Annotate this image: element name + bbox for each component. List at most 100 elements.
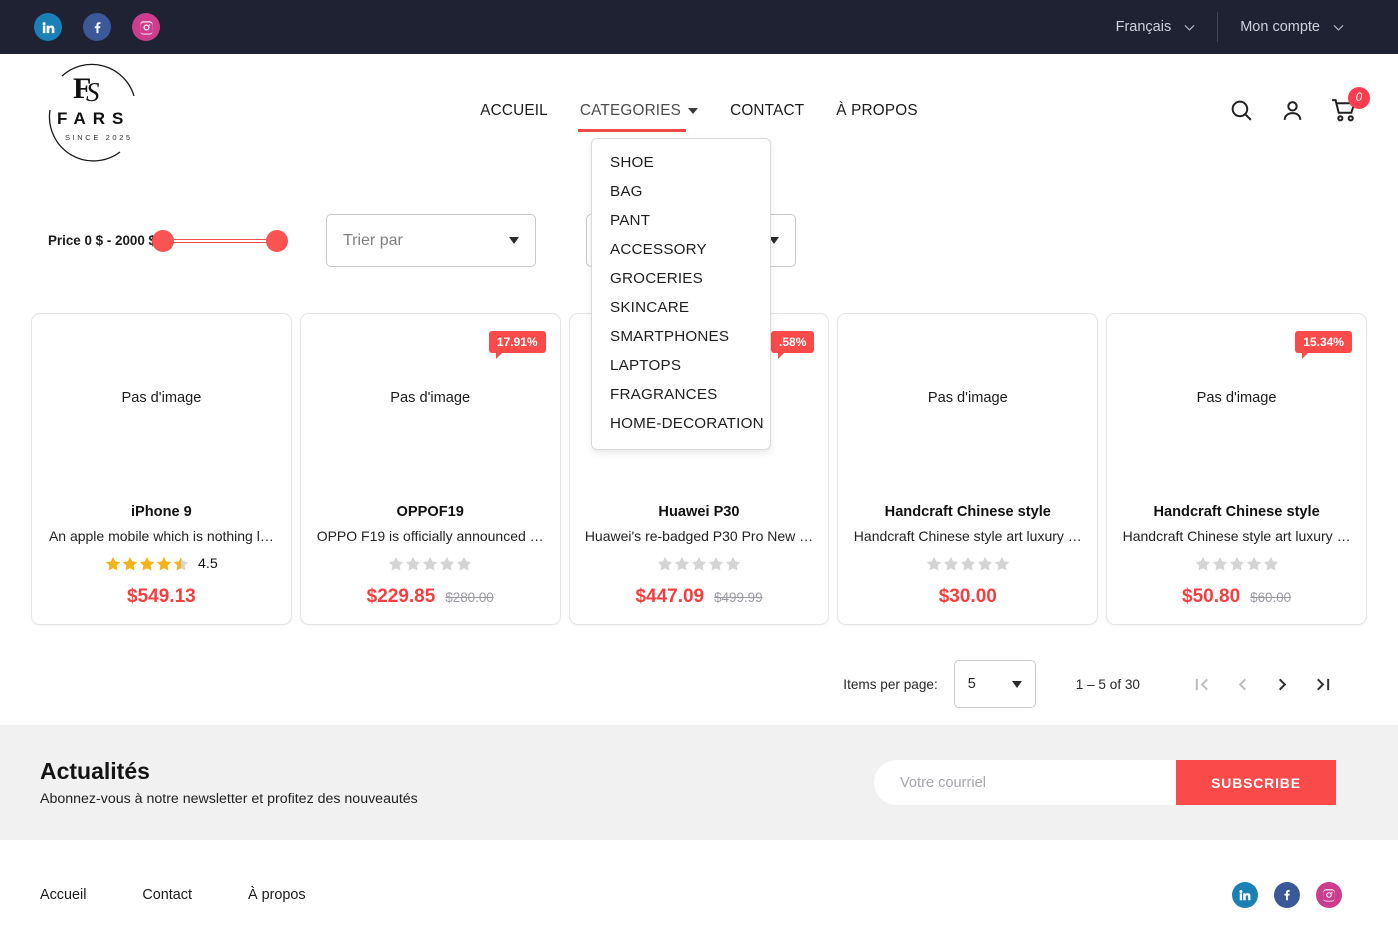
nav-label: À PROPOS bbox=[836, 101, 918, 119]
footer-link-accueil[interactable]: Accueil bbox=[40, 886, 87, 903]
dropdown-item-laptops[interactable]: LAPTOPS bbox=[610, 357, 682, 374]
product-description: Handcraft Chinese style art luxury … bbox=[853, 528, 1082, 544]
discount-badge: 17.91% bbox=[488, 331, 546, 359]
user-icon[interactable] bbox=[1280, 98, 1305, 123]
newsletter-section: Actualités Abonnez-vous à notre newslett… bbox=[0, 725, 1398, 840]
nav-item-contact[interactable]: CONTACT bbox=[728, 92, 806, 130]
slider-handle-min[interactable] bbox=[151, 229, 174, 252]
language-selector[interactable]: Français bbox=[1094, 12, 1218, 42]
items-per-page-value: 5 bbox=[967, 676, 976, 692]
footer-link-a-propos[interactable]: À propos bbox=[248, 886, 306, 903]
email-field[interactable] bbox=[874, 760, 1176, 805]
star-icon bbox=[156, 556, 172, 571]
star-icon bbox=[674, 556, 690, 571]
subscribe-button[interactable]: SUBSCRIBE bbox=[1176, 760, 1336, 805]
facebook-icon[interactable] bbox=[1274, 881, 1300, 908]
product-description: Huawei's re-badged P30 Pro New … bbox=[584, 528, 814, 544]
prev-page-button[interactable] bbox=[1222, 664, 1262, 704]
star-icon bbox=[139, 556, 155, 571]
discount-badge: .58% bbox=[771, 331, 815, 359]
product-card[interactable]: 15.34% Pas d'image Handcraft Chinese sty… bbox=[1106, 313, 1367, 625]
product-rating bbox=[1195, 556, 1279, 572]
discount-badge: 15.34% bbox=[1295, 331, 1352, 359]
dropdown-item-shoe[interactable]: SHOE bbox=[610, 154, 654, 171]
dropdown-item-skincare[interactable]: SKINCARE bbox=[610, 299, 690, 316]
star-rating-icons bbox=[926, 556, 1010, 572]
account-menu[interactable]: Mon compte bbox=[1218, 12, 1344, 42]
topbar-right-controls: Français Mon compte bbox=[1094, 12, 1344, 42]
search-icon[interactable] bbox=[1229, 98, 1254, 123]
first-page-button[interactable] bbox=[1182, 664, 1222, 704]
linkedin-icon[interactable] bbox=[1232, 881, 1258, 908]
star-icon bbox=[388, 556, 404, 571]
instagram-icon[interactable] bbox=[1316, 881, 1342, 908]
product-card[interactable]: 17.91% Pas d'image OPPOF19 OPPO F19 is o… bbox=[299, 313, 561, 625]
nav-item-categories[interactable]: CATEGORIES bbox=[577, 92, 700, 132]
star-icon bbox=[725, 556, 741, 571]
star-icon bbox=[691, 556, 707, 571]
linkedin-icon[interactable] bbox=[34, 13, 62, 41]
product-image-placeholder: Pas d'image bbox=[927, 390, 1008, 406]
instagram-icon[interactable] bbox=[132, 13, 160, 41]
price-range-label: Price 0 $ - 2000 $ bbox=[48, 233, 156, 248]
items-per-page-select[interactable]: 5 bbox=[953, 660, 1036, 708]
product-rating: 4.5 bbox=[105, 556, 218, 572]
dropdown-item-groceries[interactable]: GROCERIES bbox=[610, 270, 703, 287]
product-card[interactable]: Pas d'image Handcraft Chinese style Hand… bbox=[837, 313, 1099, 625]
top-utility-bar: Français Mon compte bbox=[0, 0, 1398, 54]
sort-by-value: Trier par bbox=[342, 231, 403, 249]
paginator: Items per page: 5 1 – 5 of 30 bbox=[843, 655, 1342, 713]
product-title: iPhone 9 bbox=[130, 504, 192, 520]
dropdown-item-fragrances[interactable]: FRAGRANCES bbox=[610, 386, 718, 403]
star-icon bbox=[439, 556, 455, 571]
svg-text:S: S bbox=[86, 77, 100, 107]
star-rating-icons bbox=[1195, 556, 1279, 572]
nav-item-accueil[interactable]: ACCUEIL bbox=[478, 92, 550, 130]
product-price: $229.85 bbox=[366, 586, 436, 607]
product-prices: $447.09 $499.99 bbox=[635, 586, 762, 608]
caret-down-icon bbox=[508, 237, 519, 244]
cart-count-badge: 0 bbox=[1348, 87, 1370, 109]
product-price: $50.80 bbox=[1182, 586, 1241, 607]
categories-dropdown-menu: SHOE BAG PANT ACCESSORY GROCERIES SKINCA… bbox=[591, 138, 771, 450]
last-page-button[interactable] bbox=[1302, 664, 1342, 704]
product-title: Handcraft Chinese style bbox=[884, 504, 1051, 520]
product-description: An apple mobile which is nothing l… bbox=[48, 528, 274, 544]
site-footer: Accueil Contact À propos bbox=[0, 840, 1398, 949]
slider-handle-max[interactable] bbox=[265, 229, 288, 252]
cart-icon[interactable]: 0 bbox=[1331, 87, 1370, 123]
product-card[interactable]: Pas d'image iPhone 9 An apple mobile whi… bbox=[31, 313, 292, 625]
product-image-placeholder: Pas d'image bbox=[1196, 390, 1277, 406]
facebook-icon[interactable] bbox=[83, 13, 111, 41]
sort-by-select[interactable]: Trier par bbox=[325, 214, 536, 267]
footer-link-contact[interactable]: Contact bbox=[142, 886, 192, 903]
product-prices: $30.00 bbox=[939, 586, 997, 608]
svg-text:FARS: FARS bbox=[57, 109, 130, 128]
dropdown-item-accessory[interactable]: ACCESSORY bbox=[610, 241, 707, 258]
star-icon bbox=[960, 556, 975, 571]
dropdown-item-smartphones[interactable]: SMARTPHONES bbox=[610, 328, 730, 345]
svg-text:F: F bbox=[73, 72, 91, 105]
star-icon bbox=[943, 556, 958, 571]
star-rating-icons bbox=[105, 556, 189, 572]
star-icon bbox=[1246, 556, 1261, 571]
footer-links: Accueil Contact À propos bbox=[40, 887, 306, 903]
topbar-divider bbox=[1217, 12, 1219, 42]
newsletter-subtitle: Abonnez-vous à notre newsletter et profi… bbox=[40, 791, 418, 807]
dropdown-item-pant[interactable]: PANT bbox=[610, 212, 651, 229]
product-prices: $229.85 $280.00 bbox=[367, 586, 494, 608]
svg-text:SINCE 2025: SINCE 2025 bbox=[65, 133, 133, 142]
newsletter-form: SUBSCRIBE bbox=[874, 760, 1336, 805]
price-range-slider[interactable] bbox=[151, 229, 288, 252]
product-image-placeholder: Pas d'image bbox=[390, 390, 471, 406]
chevron-down-icon bbox=[1333, 24, 1344, 31]
star-icon bbox=[1195, 556, 1210, 571]
product-price: $30.00 bbox=[938, 586, 997, 607]
next-page-button[interactable] bbox=[1262, 664, 1302, 704]
site-logo[interactable]: F S FARS SINCE 2025 bbox=[34, 58, 154, 163]
account-label: Mon compte bbox=[1240, 19, 1320, 35]
dropdown-item-home-decoration[interactable]: HOME-DECORATION bbox=[610, 415, 764, 432]
nav-item-a-propos[interactable]: À PROPOS bbox=[834, 92, 920, 130]
dropdown-item-bag[interactable]: BAG bbox=[610, 183, 643, 200]
